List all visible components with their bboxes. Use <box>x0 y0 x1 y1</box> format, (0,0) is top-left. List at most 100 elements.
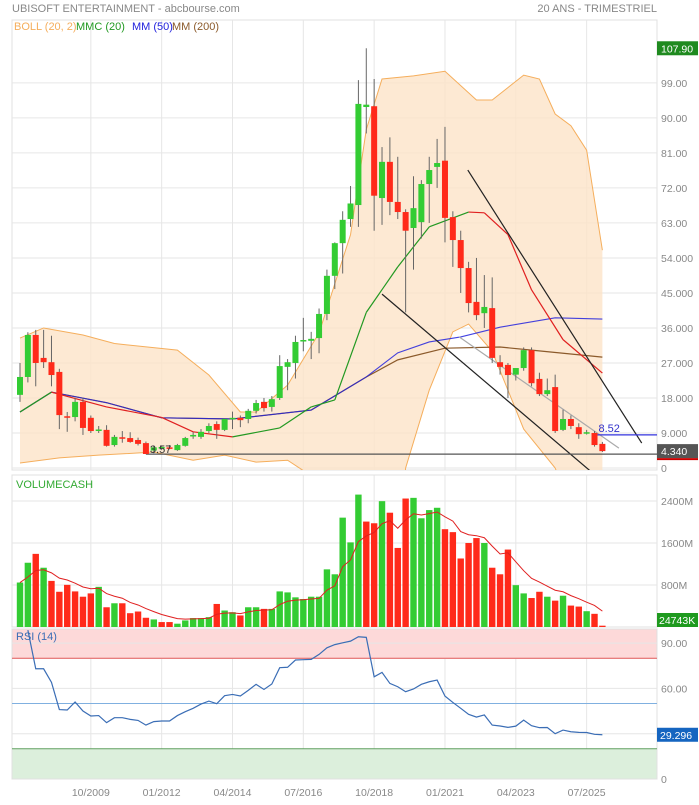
candle <box>583 429 590 435</box>
rsi-overbought-zone <box>12 629 657 659</box>
candle-body <box>166 447 173 449</box>
candle <box>316 308 323 354</box>
candle <box>512 368 519 381</box>
high-marker-label: 107.90 <box>661 43 693 55</box>
candle-body <box>402 212 409 231</box>
candle-body <box>331 243 338 276</box>
candle-body <box>284 362 291 367</box>
candle-body <box>87 417 94 432</box>
candle <box>64 411 71 432</box>
volume-bar <box>95 586 102 627</box>
candle <box>182 436 189 447</box>
candle <box>276 355 283 400</box>
price-tick-label: 99.00 <box>661 78 687 90</box>
volume-bar <box>221 610 228 627</box>
volume-last-box <box>657 613 698 627</box>
volume-bar <box>103 607 110 627</box>
volume-bar <box>323 569 331 627</box>
candle-body <box>48 362 55 376</box>
period-label[interactable]: 20 ANS - TRIMESTRIEL <box>537 3 657 15</box>
candle <box>599 441 606 453</box>
candle-body <box>268 399 275 407</box>
volume-bar <box>347 542 354 627</box>
candle <box>268 396 275 412</box>
mmc20-segment <box>19 391 52 413</box>
candle-body <box>95 429 102 431</box>
volume-bar <box>142 617 150 627</box>
volume-bar <box>229 612 236 627</box>
candle-body <box>308 338 315 341</box>
mmc20-segment <box>161 416 194 433</box>
candle-body <box>379 161 386 199</box>
price-tick-label: 81.00 <box>661 148 687 160</box>
moving-averages <box>19 169 643 470</box>
price-tick-label: 0 <box>661 463 667 475</box>
volume-bar <box>134 611 142 627</box>
x-tick-label: 07/2025 <box>568 787 606 799</box>
candle <box>418 180 425 239</box>
candle-body <box>386 161 393 202</box>
candle-body <box>544 390 551 395</box>
candle-body <box>323 275 330 314</box>
candle <box>591 431 598 447</box>
candle <box>17 362 23 402</box>
candle-body <box>520 350 527 369</box>
rsi-last-label: 29.296 <box>660 730 692 742</box>
volume-bar <box>276 591 283 627</box>
candle <box>79 397 86 435</box>
candle-body <box>552 387 559 432</box>
volume-bar <box>504 549 512 627</box>
volume-bar <box>457 558 464 627</box>
price-tick-label: 72.00 <box>661 183 687 195</box>
volume-bar <box>71 591 79 627</box>
candle <box>520 347 527 371</box>
candle-body <box>253 403 260 411</box>
legend-item: MMC (20) <box>76 21 125 33</box>
candle <box>481 275 488 328</box>
candle-body <box>17 376 23 395</box>
volume-bar <box>402 498 409 627</box>
candle <box>473 257 480 321</box>
volume-bar <box>410 497 417 627</box>
candle-body <box>64 416 71 418</box>
candle-body <box>245 410 252 419</box>
volume-bar <box>528 598 535 627</box>
candle-body <box>497 362 504 367</box>
price-tick-label: 63.00 <box>661 218 687 230</box>
candle-body <box>394 201 401 213</box>
volume-bar <box>567 605 575 627</box>
low-annotation: 3.57 <box>150 444 171 456</box>
rsi-panel: 90.00 60.00 0 RSI (14) 29.296 <box>11 628 698 786</box>
x-tick-label: 10/2009 <box>72 787 110 799</box>
candle <box>213 421 220 439</box>
candle <box>32 329 39 387</box>
candle-body <box>127 438 134 442</box>
mmc20-segment <box>507 234 533 291</box>
volume-bar <box>331 574 338 627</box>
volume-bar <box>363 521 370 627</box>
volume-bar <box>205 617 213 627</box>
candle-body <box>103 429 110 446</box>
volume-bar <box>418 518 425 627</box>
candle-body <box>575 427 582 435</box>
last-price-underline <box>657 458 698 461</box>
candle-body <box>174 445 181 451</box>
volume-bar <box>394 547 401 627</box>
candle-body <box>72 401 79 418</box>
volume-bar <box>449 532 457 627</box>
candle <box>190 432 197 439</box>
candle <box>24 332 31 383</box>
candle-body <box>599 443 606 452</box>
rsi-oversold-zone <box>12 748 657 779</box>
candle <box>198 429 205 439</box>
volume-bar <box>237 615 244 627</box>
price-panel: 99.00 90.00 81.00 72.00 63.00 54.000 45.000 36.… <box>11 19 698 475</box>
candle <box>355 80 362 227</box>
candle <box>575 423 582 439</box>
volume-bar <box>16 582 24 627</box>
candle-body <box>111 436 118 446</box>
high-marker-box <box>657 41 698 56</box>
volume-bar <box>583 611 590 627</box>
mmc20-segment <box>429 211 469 228</box>
